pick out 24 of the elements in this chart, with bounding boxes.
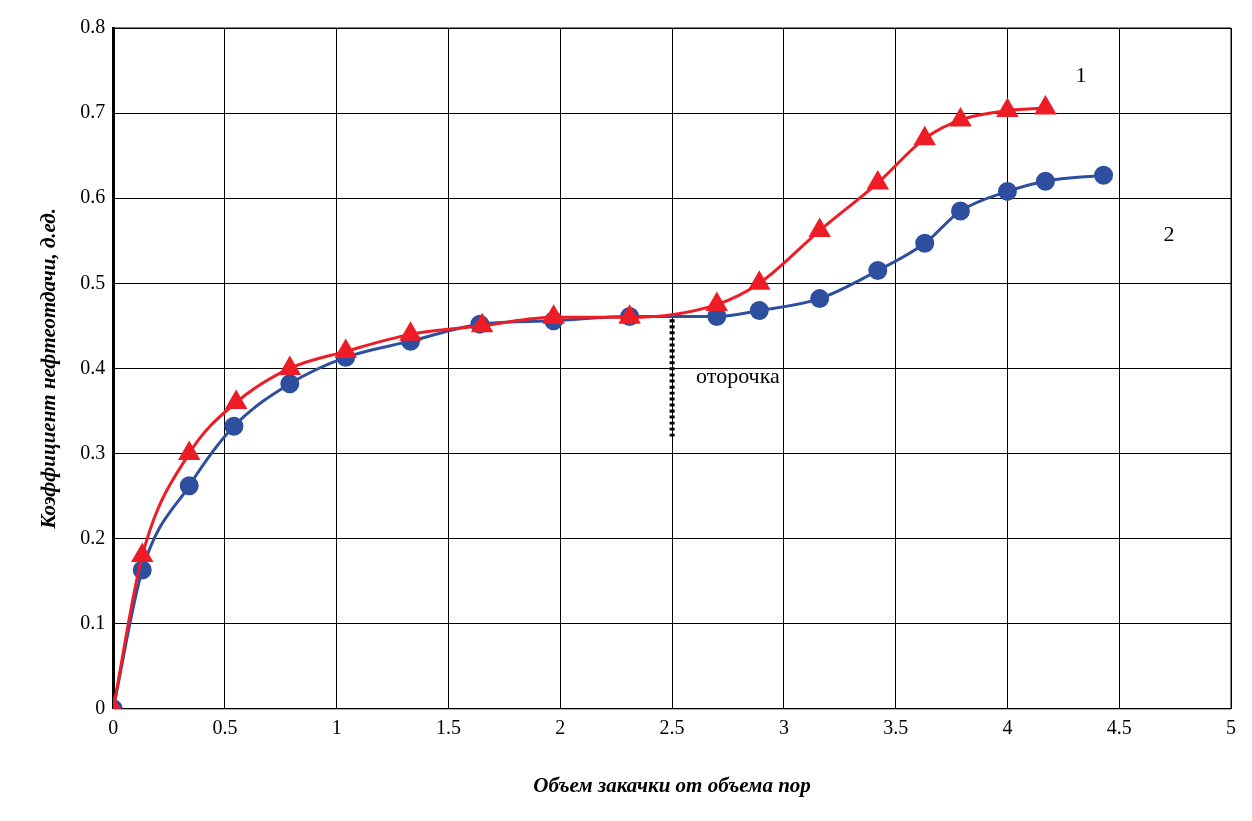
y-tick-label: 0.3 — [80, 440, 106, 463]
y-tick-label: 0.5 — [80, 270, 106, 293]
x-axis-title: Объем закачки от объема пор — [533, 772, 811, 797]
y-axis-title: Коэффициент нефтеотдачи, д.ед. — [36, 207, 61, 530]
series-label: 1 — [1075, 61, 1087, 87]
y-tick-label: 0.4 — [80, 355, 106, 378]
x-tick-label: 1 — [331, 716, 342, 739]
x-tick-label: 1.5 — [436, 716, 462, 739]
x-tick-label: 2 — [555, 716, 566, 739]
y-tick-label: 0 — [95, 696, 106, 719]
y-tick-label: 0.6 — [80, 185, 106, 208]
y-tick-label: 0.1 — [80, 610, 106, 633]
y-tick-label: 0.7 — [80, 100, 106, 123]
x-tick-label: 3 — [778, 716, 789, 739]
y-tick-label: 0.2 — [80, 525, 106, 548]
x-tick-label: 4 — [1002, 716, 1013, 739]
text: 2 — [1163, 221, 1175, 246]
x-tick-label: 4.5 — [1106, 716, 1132, 739]
x-tick-label: 3.5 — [883, 716, 909, 739]
x-tick-label: 0.5 — [212, 716, 238, 739]
series-label: оторочка — [696, 362, 780, 388]
x-tick-label: 2.5 — [659, 716, 685, 739]
x-tick-label: 5 — [1226, 716, 1236, 739]
y-tick-label: 0.8 — [80, 15, 106, 38]
